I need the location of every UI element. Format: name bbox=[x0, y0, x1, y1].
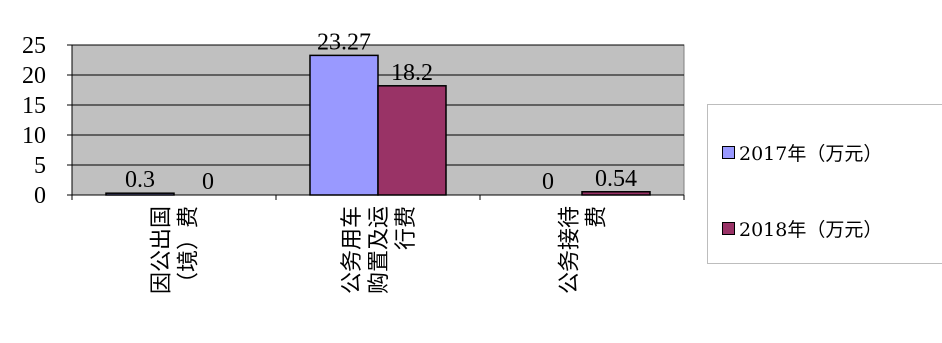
bars bbox=[105, 54, 651, 196]
legend: 2017年（万元） 2018年（万元） bbox=[707, 104, 942, 264]
bar-2018-cat1 bbox=[377, 85, 447, 196]
y-tick-label: 15 bbox=[22, 93, 46, 119]
category-label-2-line-1: 费 bbox=[585, 206, 610, 228]
data-label-2018-cat1: 18.2 bbox=[391, 60, 433, 86]
axes bbox=[67, 44, 685, 200]
category-label-1-line-0: 公务用车 bbox=[340, 206, 365, 294]
category-label-0-line-1: （境）费 bbox=[177, 206, 202, 294]
y-tick-label: 5 bbox=[34, 153, 46, 179]
data-label-2017-cat2: 0 bbox=[542, 169, 554, 195]
bar-2017-cat1 bbox=[309, 54, 379, 196]
y-axis-ticks: 0 5 10 15 20 25 bbox=[22, 33, 46, 209]
category-label-0-line-0: 因公出国 bbox=[150, 206, 175, 294]
data-labels: 0.3 0 23.27 18.2 0 0.54 bbox=[125, 29, 637, 195]
data-label-2017-cat0: 0.3 bbox=[125, 167, 155, 193]
legend-swatch-2018 bbox=[722, 222, 735, 235]
category-label-2-line-0: 公务接待 bbox=[558, 206, 583, 294]
y-tick-label: 20 bbox=[22, 63, 46, 89]
data-label-2017-cat1: 23.27 bbox=[317, 29, 371, 55]
legend-label-2017: 2017年（万元） bbox=[739, 143, 883, 165]
legend-label-2018: 2018年（万元） bbox=[739, 219, 883, 241]
legend-item-2018: 2018年（万元） bbox=[722, 215, 882, 242]
legend-swatch-2017 bbox=[722, 146, 735, 159]
category-label-1-line-1: 购置及运 bbox=[367, 206, 392, 294]
data-label-2018-cat0: 0 bbox=[202, 169, 214, 195]
category-label-1-line-2: 行费 bbox=[394, 206, 419, 250]
data-label-2018-cat2: 0.54 bbox=[595, 166, 637, 192]
legend-item-2017: 2017年（万元） bbox=[722, 139, 882, 166]
y-tick-label: 10 bbox=[22, 123, 46, 149]
y-tick-label: 25 bbox=[22, 33, 46, 59]
category-labels: 因公出国 （境）费 公务用车 购置及运 行费 公务接待费 bbox=[150, 206, 610, 294]
y-tick-label: 0 bbox=[34, 183, 46, 209]
